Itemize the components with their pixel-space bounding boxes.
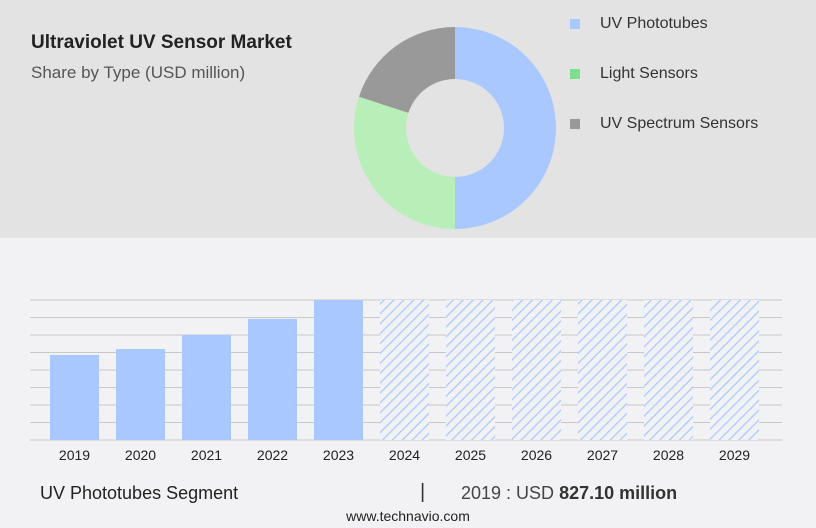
forecast-bar-2024 [380, 300, 429, 440]
forecast-bar-2028 [644, 300, 693, 440]
x-tick-label: 2027 [587, 447, 618, 463]
x-tick-label: 2024 [389, 447, 420, 463]
legend-label: UV Phototubes [600, 15, 708, 32]
x-tick-label: 2019 [59, 447, 90, 463]
legend-label: UV Spectrum Sensors [600, 115, 759, 132]
value-amount: 827.10 million [559, 483, 678, 503]
legend-swatch [570, 119, 580, 129]
x-tick-label: 2020 [125, 447, 156, 463]
bar-2022 [248, 318, 297, 440]
bar-2023 [314, 300, 363, 440]
x-tick-label: 2026 [521, 447, 552, 463]
value-prefix: 2019 : USD [461, 483, 560, 503]
separator: | [420, 481, 426, 503]
donut-slice-0 [455, 27, 556, 229]
forecast-bar-2027 [578, 300, 627, 440]
x-tick-label: 2022 [257, 447, 288, 463]
x-tick-label: 2025 [455, 447, 486, 463]
segment-label: UV Phototubes Segment [40, 483, 239, 503]
x-tick-label: 2029 [719, 447, 750, 463]
forecast-bar-2029 [710, 300, 759, 440]
x-tick-label: 2021 [191, 447, 222, 463]
bar-2021 [182, 334, 231, 440]
bar-2019 [50, 354, 99, 440]
forecast-bar-2026 [512, 300, 561, 440]
legend-item: Light Sensors [570, 65, 698, 83]
website: www.technavio.com [346, 508, 470, 524]
legend-swatch [570, 69, 580, 79]
donut-slice-1 [353, 96, 455, 230]
bar-2020 [116, 349, 165, 440]
legend-swatch [570, 19, 580, 29]
donut-slice-2 [358, 27, 455, 113]
forecast-bar-2025 [446, 300, 495, 440]
segment-value: 2019 : USD 827.10 million [461, 483, 677, 504]
legend-label: Light Sensors [600, 65, 698, 82]
x-tick-label: 2023 [323, 447, 354, 463]
x-tick-label: 2028 [653, 447, 684, 463]
chart-title: Ultraviolet UV Sensor Market [31, 32, 292, 53]
legend-item: UV Spectrum Sensors [570, 115, 758, 133]
chart-subtitle: Share by Type (USD million) [31, 63, 246, 82]
legend-item: UV Phototubes [570, 15, 708, 33]
